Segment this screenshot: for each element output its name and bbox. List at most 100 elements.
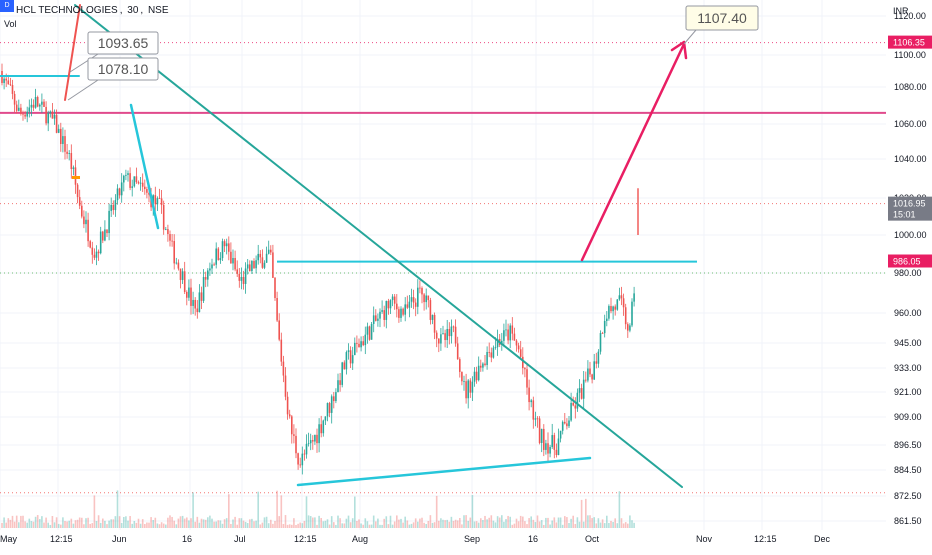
volume-bar [146,522,148,528]
candle-body [608,306,610,319]
candle-body [587,368,589,381]
candle-body [47,112,49,124]
volume-bar [232,519,234,528]
june-down-segment [129,103,160,230]
volume-bar [110,519,112,528]
candle-body [599,333,602,352]
symbol-badge-icon[interactable]: D [0,0,14,12]
volume-bar [540,520,543,528]
candle-body [171,240,173,242]
candle-body [288,414,291,417]
volume-bar [595,523,598,528]
volume-bar [148,522,150,528]
volume-bar [477,522,480,528]
volume-bar [385,516,388,528]
candle-body [89,241,91,248]
volume-bar [572,515,574,528]
candle-body [366,326,369,335]
candle-body [467,380,469,399]
y-tick-label: 1000.00 [894,230,927,240]
candle-body [236,269,238,274]
volume-bar [112,519,115,528]
volume-bar [618,491,621,528]
volume-bar [578,521,581,528]
candle-body [28,107,31,112]
candle-body [167,229,169,235]
volume-bar [402,522,404,528]
x-tick-label: Nov [696,534,713,544]
volume-bar [288,524,291,528]
volume-bar [559,517,562,528]
candle-body [263,262,266,268]
candle-body [339,380,341,385]
volume-bar [293,518,295,528]
volume-bar [614,518,616,528]
candle-body [570,402,572,421]
volume-bar [522,516,524,528]
volume-bar [343,523,346,528]
volume-bar [125,516,127,528]
candle-body [580,388,583,399]
candle-body [165,229,167,230]
candle-body [127,173,129,175]
volume-bar [194,521,196,528]
volume-bar [471,495,474,528]
candle-body [572,402,574,406]
candle-body [440,334,442,344]
volume-bar [366,521,369,528]
candle-body [459,359,461,372]
candle-body [522,356,524,369]
candle-body [568,420,570,427]
volume-bar [152,519,154,528]
volume-legend[interactable]: Vol [4,19,17,29]
candle-body [429,300,432,320]
volume-bar [60,524,62,528]
candle-body [186,291,188,298]
volume-bar [196,516,199,528]
candle-body [259,253,262,258]
volume-bar [284,515,287,528]
volume-bar [335,524,337,528]
volume-bar [511,524,514,528]
candle-body [356,342,358,344]
y-tick-label: 1080.00 [894,82,927,92]
candle-body [200,292,203,301]
chart-legend-title[interactable]: HCL TECHNOLOGIES, 30, NSE [16,5,169,16]
volume-bar [213,521,215,528]
candle-body [530,400,532,403]
y-tick-label: 1120.00 [894,11,926,21]
candle-body [593,361,595,380]
candle-body [536,418,539,420]
x-tick-label: 12:15 [294,534,317,544]
candle-body [146,188,148,193]
candle-body [297,453,299,465]
candle-body [532,400,535,420]
volume-bar [34,516,37,528]
candle-body [515,340,518,346]
candle-body [408,301,411,308]
volume-bar [473,521,476,528]
volume-bar [49,524,52,528]
time-axis[interactable]: May 12:15 Jun 16 Jul 12:15 Aug Sep 16 Oct Nov 12:15… [0,534,831,544]
volume-bar [251,518,253,528]
volume-bar [490,515,493,528]
volume-bar [461,524,463,528]
candle-body [414,302,417,307]
candle-body [427,295,430,301]
volume-bar [179,516,182,528]
volume-bar [597,518,600,528]
candle-body [36,97,39,107]
volume-bar [183,518,186,528]
candle-body [513,333,516,341]
candle-body [125,174,127,176]
candle-body [318,424,320,444]
volume-bar [116,490,119,528]
volume-bar [589,515,591,528]
volume-bar [70,518,73,528]
candle-body [158,198,161,200]
candle-body [360,341,362,348]
volume-bar [282,523,285,528]
volume-bar [11,515,14,528]
